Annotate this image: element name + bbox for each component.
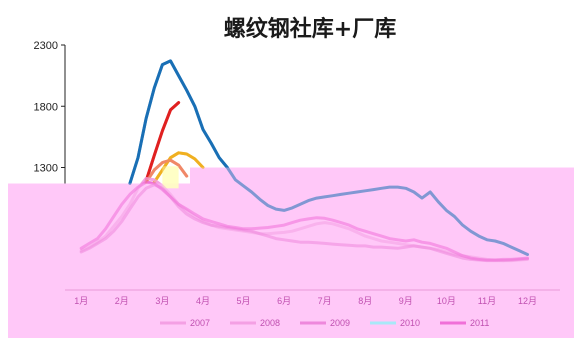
x-tick-label: 10月 [437,296,456,306]
x-tick-label: 7月 [318,296,332,306]
series-line [144,158,189,184]
x-tick-label: 4月 [196,296,210,306]
x-tick-label: 8月 [358,296,372,306]
x-tick-label: 12月 [518,296,537,306]
legend-label: 2008 [260,318,280,328]
legend-label: 2011 [470,318,489,328]
x-tick-label: 11月 [478,296,496,306]
legend-label: 2009 [330,318,350,328]
x-tick-label: 6月 [277,296,291,306]
y-tick-label: 1800 [34,101,58,113]
y-tick-label: 1300 [34,163,58,175]
x-tick-label: 1月 [74,296,88,306]
x-tick-label: 9月 [399,296,413,306]
series-line [152,151,205,184]
series-line [144,101,181,183]
x-tick-label: 3月 [155,296,169,306]
legend: 2007 2008 2009 2010 2011 [160,318,489,328]
legend-label: 2010 [400,318,420,328]
x-tick-label: 5月 [237,296,251,306]
x-tick-label: 2月 [115,296,129,306]
highlight-box [162,166,179,189]
y-tick-label: 2300 [34,40,58,52]
series-line [128,59,529,256]
x-axis-ticks: 1月 2月 3月 4月 5月 6月 7月 8月 9月 10月 11月 12月 [65,289,560,306]
series-line [79,180,529,262]
series-under [79,59,529,263]
overlay-step [190,167,574,188]
overlay-region [8,166,574,338]
chart-title: 螺纹钢社库+厂库 [224,16,396,42]
legend-label: 2007 [190,318,210,328]
